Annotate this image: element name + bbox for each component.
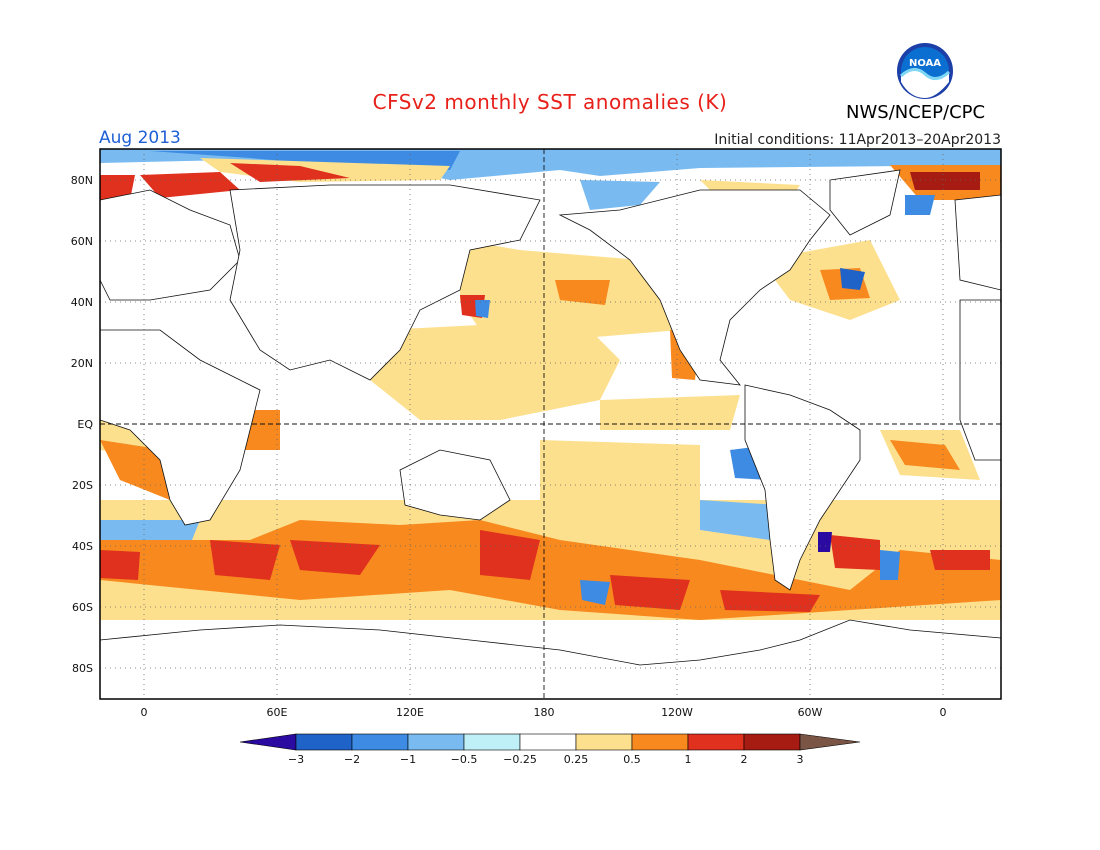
colorbar: −3 −2 −1 −0.5 −0.25 0.25 0.5 1 2 3	[239, 733, 861, 766]
colorbar-label: −3	[288, 753, 304, 766]
lon-tick: 0	[940, 706, 947, 719]
lon-tick: 120W	[661, 706, 693, 719]
colorbar-label: −2	[344, 753, 360, 766]
colorbar-swatch	[687, 733, 745, 751]
colorbar-swatch	[351, 733, 409, 751]
colorbar-swatch	[799, 733, 861, 751]
colorbar-swatch	[575, 733, 633, 751]
noaa-logo-text: NOAA	[909, 58, 941, 69]
colorbar-label: 0.5	[623, 753, 641, 766]
colorbar-swatch	[239, 733, 297, 751]
latitude-ticks: 80N 60N 40N 20N EQ 20S 40S 60S 80S	[71, 174, 94, 675]
colorbar-label: −0.25	[503, 753, 537, 766]
lon-tick: 0	[141, 706, 148, 719]
lat-tick: 20S	[72, 479, 93, 492]
longitude-ticks: 0 60E 120E 180 120W 60W 0	[141, 706, 947, 719]
map-frame	[99, 148, 1002, 700]
noaa-logo-icon: NOAA	[897, 43, 953, 99]
lat-tick: 80S	[72, 662, 93, 675]
colorbar-label: 0.25	[564, 753, 589, 766]
colorbar-swatch	[631, 733, 689, 751]
colorbar-swatch	[295, 733, 353, 751]
colorbar-label: −0.5	[451, 753, 478, 766]
colorbar-label: −1	[400, 753, 416, 766]
colorbar-swatch	[519, 733, 577, 751]
lon-tick: 60E	[267, 706, 288, 719]
colorbar-label: 3	[797, 753, 804, 766]
colorbar-swatch	[743, 733, 801, 751]
forecast-month: Aug 2013	[99, 128, 181, 148]
map-title: CFSv2 monthly SST anomalies (K)	[372, 90, 728, 114]
lat-tick: EQ	[77, 418, 93, 431]
lon-tick: 120E	[396, 706, 424, 719]
equator-dateline	[100, 149, 1001, 699]
lat-tick: 40S	[72, 540, 93, 553]
lon-tick: 60W	[798, 706, 823, 719]
colorbar-swatch	[407, 733, 465, 751]
lat-tick: 80N	[71, 174, 93, 187]
lat-tick: 20N	[71, 357, 93, 370]
colorbar-label: 2	[741, 753, 748, 766]
lat-tick: 40N	[71, 296, 93, 309]
lat-tick: 60N	[71, 235, 93, 248]
anomaly-field	[100, 149, 1001, 699]
lon-tick: 180	[534, 706, 555, 719]
colorbar-swatch	[463, 733, 521, 751]
initial-conditions: Initial conditions: 11Apr2013–20Apr2013	[714, 132, 1001, 148]
lat-tick: 60S	[72, 601, 93, 614]
agency-label: NWS/NCEP/CPC	[846, 102, 986, 123]
colorbar-label: 1	[685, 753, 692, 766]
